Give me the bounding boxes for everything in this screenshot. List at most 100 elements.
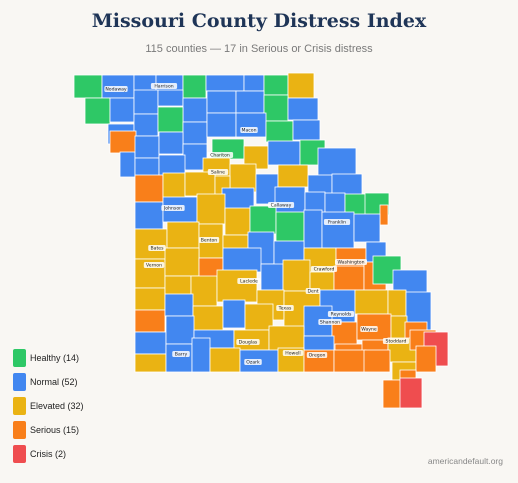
legend-item-serious: Serious (15): [13, 421, 84, 439]
svg-text:Barry: Barry: [175, 352, 188, 358]
county-elevated-58: [224, 207, 251, 236]
page-subtitle: 115 counties — 17 in Serious or Crisis d…: [145, 43, 373, 55]
county-label-howell: Howell: [282, 350, 304, 357]
county-serious-123: [363, 349, 391, 373]
county-normal-76: [222, 247, 262, 273]
svg-text:Laclede: Laclede: [240, 279, 258, 285]
county-label-benton: Benton: [198, 237, 220, 244]
county-serious-80: [333, 265, 365, 291]
county-elevated-96: [192, 305, 224, 333]
source-credit: americandefault.org: [427, 456, 503, 466]
legend-item-crisis: Crisis (2): [13, 445, 84, 463]
county-normal-28: [134, 135, 160, 159]
county-normal-77: [260, 263, 284, 291]
county-label-douglas: Douglas: [236, 339, 260, 346]
county-label-oregon: Oregon: [306, 352, 328, 359]
county-healthy-60: [275, 211, 305, 243]
svg-text:Howell: Howell: [285, 351, 300, 357]
county-label-stoddard: Stoddard: [382, 338, 410, 345]
svg-text:Benton: Benton: [201, 238, 218, 244]
county-label-wayne: Wayne: [360, 326, 378, 333]
svg-text:Saline: Saline: [211, 170, 225, 176]
svg-text:Washington: Washington: [338, 260, 365, 266]
county-elevated-87: [216, 269, 258, 303]
county-elevated-74: [164, 247, 200, 277]
county-label-crawford: Crawford: [310, 266, 338, 273]
county-normal-116: [165, 343, 193, 373]
county-elevated-46: [184, 171, 216, 197]
county-serious-44: [134, 174, 164, 203]
county-healthy-9: [84, 97, 111, 125]
svg-text:Vernon: Vernon: [146, 263, 162, 269]
county-normal-29: [158, 131, 184, 155]
county-label-texas: Texas: [276, 305, 294, 312]
county-serious-122: [333, 349, 367, 373]
svg-text:Stoddard: Stoddard: [386, 339, 407, 345]
svg-text:Oregon: Oregon: [309, 353, 326, 359]
svg-text:Ozark: Ozark: [246, 360, 260, 366]
county-normal-22: [206, 112, 237, 138]
svg-text:Douglas: Douglas: [239, 340, 258, 346]
svg-text:Bates: Bates: [151, 246, 165, 252]
county-label-chariton: Chariton: [206, 152, 234, 159]
county-label-reynolds: Reynolds: [327, 311, 355, 318]
legend-swatch-normal: [13, 373, 26, 391]
county-label-nodaway: Nodaway: [104, 86, 128, 93]
legend-label-crisis: Crisis (2): [30, 449, 66, 459]
county-label-franklin: Franklin: [323, 219, 351, 226]
county-serious-125: [415, 345, 437, 373]
legend-label-normal: Normal (52): [30, 377, 78, 387]
svg-text:Callaway: Callaway: [271, 203, 292, 209]
county-label-callaway: Callaway: [267, 202, 295, 209]
svg-text:Nodaway: Nodaway: [105, 87, 127, 93]
county-normal-27: [119, 151, 136, 178]
county-normal-11: [133, 89, 159, 115]
svg-text:Crawford: Crawford: [314, 267, 335, 273]
county-normal-61: [303, 209, 323, 249]
county-healthy-0: [73, 74, 103, 99]
county-elevated-118: [209, 347, 241, 373]
svg-text:Reynolds: Reynolds: [331, 312, 352, 318]
county-label-dent: Dent: [305, 288, 321, 295]
legend-label-serious: Serious (15): [30, 425, 80, 435]
county-normal-21: [182, 121, 208, 145]
county-elevated-45: [162, 172, 186, 199]
county-label-harrison: Harrison: [150, 83, 178, 90]
county-serious-26: [109, 130, 137, 154]
svg-text:Harrison: Harrison: [154, 84, 173, 90]
county-normal-55: [134, 201, 164, 230]
county-healthy-20: [157, 106, 184, 133]
county-normal-35: [317, 147, 357, 177]
county-normal-104: [134, 331, 167, 355]
county-healthy-4: [182, 74, 207, 99]
county-healthy-24: [265, 120, 294, 143]
legend-swatch-elevated: [13, 397, 26, 415]
county-normal-97: [222, 299, 246, 329]
county-normal-25: [292, 119, 321, 141]
county-elevated-65: [166, 221, 200, 249]
county-label-barry: Barry: [172, 351, 190, 358]
county-label-bates: Bates: [148, 245, 166, 252]
county-normal-15: [235, 90, 265, 114]
county-elevated-64: [134, 228, 168, 260]
county-elevated-8: [287, 72, 315, 99]
legend-item-healthy: Healthy (14): [13, 349, 84, 367]
county-elevated-91: [354, 289, 389, 315]
county-healthy-59: [249, 205, 277, 235]
county-label-shannon: Shannon: [318, 319, 342, 326]
county-crisis-128: [399, 377, 423, 409]
county-elevated-92: [387, 289, 407, 317]
county-elevated-84: [134, 287, 166, 311]
county-normal-63: [353, 213, 381, 243]
county-normal-117: [191, 337, 211, 373]
county-elevated-98: [244, 303, 274, 331]
county-label-saline: Saline: [207, 169, 229, 176]
county-normal-6: [243, 74, 265, 92]
county-elevated-78: [282, 259, 311, 292]
legend-item-elevated: Elevated (32): [13, 397, 84, 415]
county-normal-95: [164, 293, 194, 317]
county-elevated-115: [134, 353, 167, 373]
county-normal-14: [206, 90, 237, 114]
legend-swatch-healthy: [13, 349, 26, 367]
county-label-macon: Macon: [240, 127, 258, 134]
